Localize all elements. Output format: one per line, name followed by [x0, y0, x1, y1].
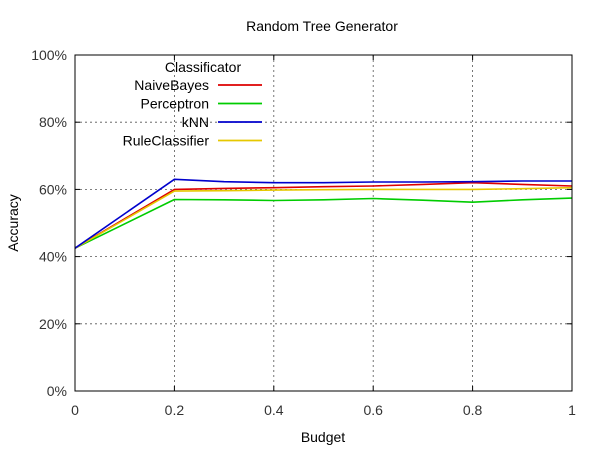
y-axis-title: Accuracy	[5, 194, 21, 252]
series-line-naivebayes	[74, 181, 573, 249]
x-tick-label: 1	[568, 402, 576, 418]
y-tick-label: 40%	[39, 249, 67, 265]
y-tick-label: 80%	[39, 114, 67, 130]
chart-title: Random Tree Generator	[246, 18, 398, 34]
y-tick-label: 100%	[31, 47, 67, 63]
y-tick-label: 0%	[47, 383, 67, 399]
x-tick-label: 0.4	[264, 402, 284, 418]
x-axis-title: Budget	[301, 429, 345, 445]
series-line-ruleclassifier	[74, 186, 573, 249]
plot-frame	[74, 54, 573, 392]
x-tick-label: 0.8	[463, 402, 483, 418]
x-tick-label: 0.2	[165, 402, 185, 418]
legend-label: kNN	[182, 114, 209, 130]
legend-title: Classificator	[165, 59, 242, 75]
series-lines	[74, 178, 573, 249]
legend-label: RuleClassifier	[123, 133, 210, 149]
legend: Classificator NaiveBayes Perceptron kNN Rul…	[123, 59, 262, 149]
series-line-knn	[74, 178, 572, 249]
x-tick-label: 0.6	[363, 402, 383, 418]
y-axis: 0% 20% 40% 60% 80% 100%	[31, 47, 572, 399]
legend-label: NaiveBayes	[134, 77, 209, 93]
y-tick-label: 60%	[39, 181, 67, 197]
legend-label: Perceptron	[141, 96, 209, 112]
y-tick-label: 20%	[39, 316, 67, 332]
grid	[75, 55, 572, 391]
x-axis: 0 0.2 0.4 0.6 0.8 1	[71, 55, 576, 418]
series-line-perceptron	[74, 197, 573, 249]
x-tick-label: 0	[71, 402, 79, 418]
